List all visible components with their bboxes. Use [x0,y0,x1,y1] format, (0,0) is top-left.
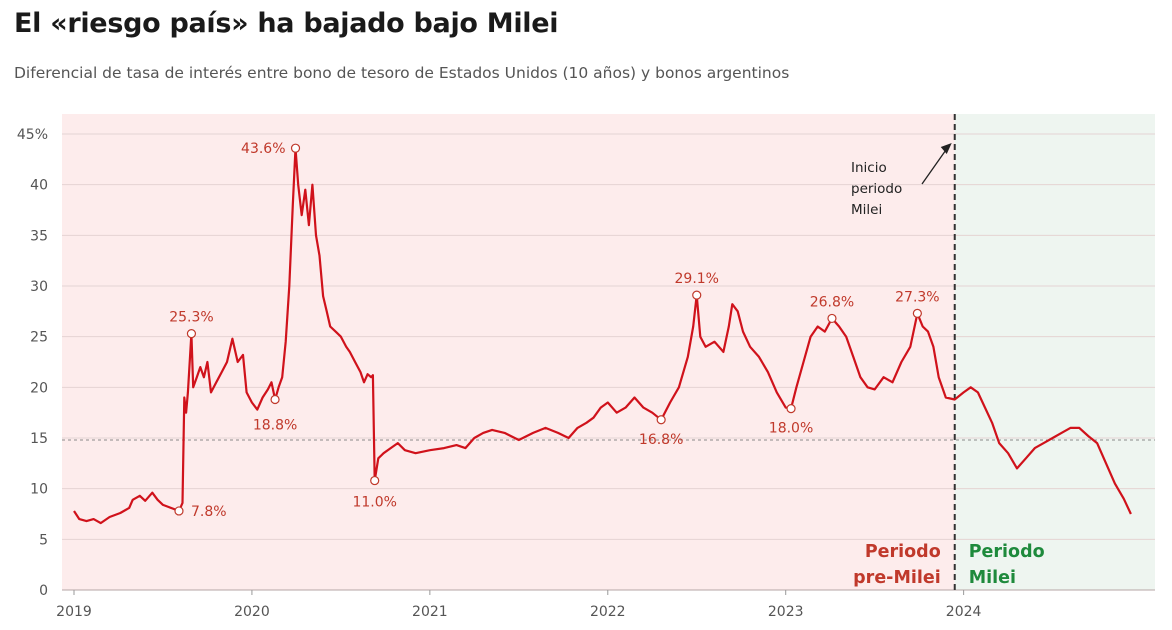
annotation-label: 43.6% [241,141,285,157]
y-tick-label: 40 [30,178,48,194]
annotation-label: 11.0% [352,495,396,511]
milei-note-line: periodo [851,181,902,197]
annotation-marker [270,394,280,405]
annotation-label: 18.8% [253,417,297,433]
annotation-marker [692,290,702,300]
annotation-label: 26.8% [810,294,854,310]
y-tick-label: 25 [30,330,48,346]
annotation-label: 27.3% [895,289,939,305]
x-tick-label: 2024 [946,604,982,620]
y-tick-label: 10 [30,482,48,498]
milei-note-line: Milei [851,202,882,218]
annotation-marker [656,415,666,425]
y-tick-label: 5 [39,532,48,548]
x-tick-label: 2022 [590,604,626,620]
annotation-marker [174,506,184,516]
annotation-label: 18.0% [769,421,813,437]
y-tick-label: 15 [30,431,48,447]
pre-period-label: pre-Milei [853,568,941,588]
annotation-marker [370,475,380,486]
annotation-marker [290,143,301,153]
annotation-label: 16.8% [639,432,683,448]
y-tick-label: 30 [30,279,48,295]
annotation-marker [912,308,922,318]
annotation-marker [827,313,837,324]
milei-band [954,114,1155,590]
annotation-label: 25.3% [169,310,213,326]
annotation-label: 29.1% [675,271,719,287]
x-tick-label: 2020 [234,604,270,620]
annotation-marker [186,329,197,339]
chart-title: El «riesgo país» ha bajado bajo Milei [14,8,559,39]
x-tick-label: 2023 [768,604,804,620]
y-tick-label: 20 [30,380,48,396]
milei-note-line: Inicio [851,160,887,176]
x-tick-label: 2021 [412,604,448,620]
annotation-marker [786,404,796,414]
chart-subtitle: Diferencial de tasa de interés entre bon… [14,64,790,82]
y-tick-label: 35 [30,228,48,244]
annotation-label: 7.8% [191,504,227,520]
milei-note-arrow [921,145,950,185]
x-tick-label: 2019 [56,604,92,620]
milei-note-arrowhead [940,143,952,154]
pre-period-label: Periodo [865,542,941,562]
y-tick-label: 0 [39,583,48,599]
y-tick-label: 45% [17,127,48,143]
post-period-label: Periodo [969,542,1045,562]
post-period-label: Milei [969,568,1016,588]
